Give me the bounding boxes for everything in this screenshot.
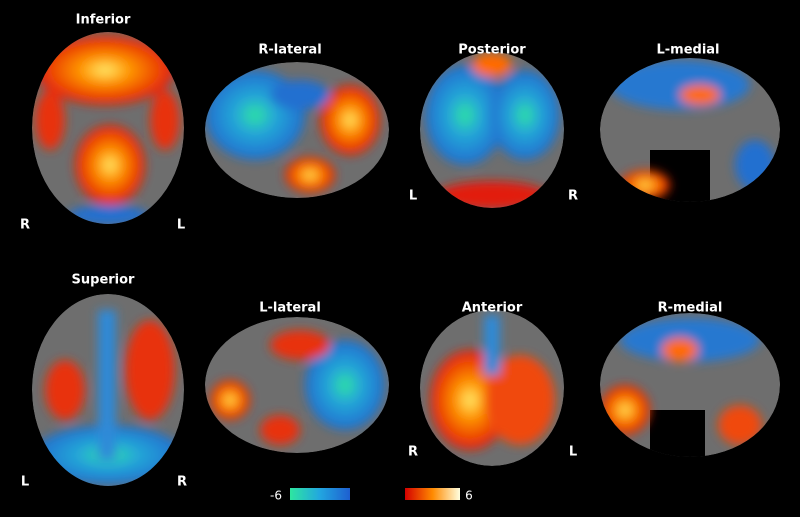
colorbar-min-label: -6 (270, 489, 282, 503)
view-title: R-lateral (258, 43, 321, 58)
view-title: Inferior (76, 13, 131, 28)
orientation-label: L (569, 445, 577, 460)
orientation-label: R (568, 189, 578, 204)
brain-l-lateral (205, 317, 389, 453)
orientation-label: R (20, 218, 30, 233)
orientation-label: L (21, 475, 29, 490)
orientation-label: L (409, 189, 417, 204)
view-title: Superior (72, 273, 136, 288)
orientation-label: R (177, 475, 187, 490)
colorbar-negative (290, 488, 350, 500)
brain-superior (32, 294, 184, 486)
view-title: L-lateral (259, 301, 321, 316)
view-title: Anterior (462, 301, 523, 316)
colorbar-positive (405, 488, 460, 500)
brain-anterior (420, 310, 564, 466)
brain-r-medial (600, 313, 780, 457)
colorbar-max-label: 6 (465, 489, 473, 503)
brain-l-medial (600, 58, 780, 202)
view-title: Posterior (458, 43, 526, 58)
orientation-label: L (177, 218, 185, 233)
brain-posterior (420, 52, 564, 208)
brain-inferior (32, 32, 184, 224)
orientation-label: R (408, 445, 418, 460)
brain-r-lateral (205, 62, 389, 198)
view-title: R-medial (658, 301, 723, 316)
view-title: L-medial (656, 43, 719, 58)
